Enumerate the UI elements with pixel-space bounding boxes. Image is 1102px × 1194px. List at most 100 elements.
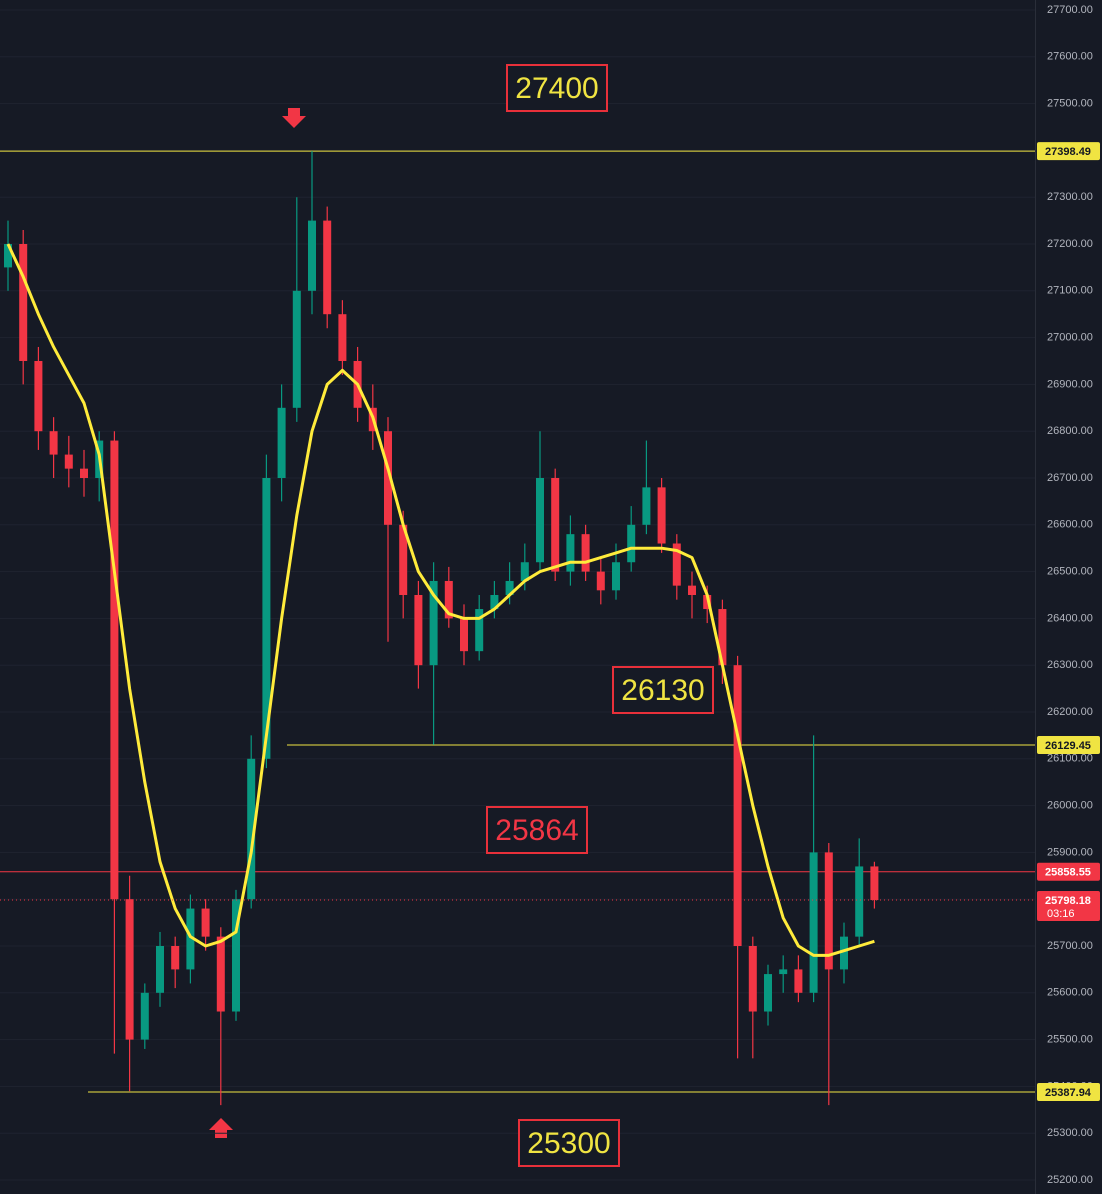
annotation-text: 25864 <box>495 814 578 847</box>
down-arrow <box>282 108 306 128</box>
candle-body <box>460 618 468 652</box>
candle-body <box>384 431 392 525</box>
moving-average <box>6 243 875 957</box>
level-label-box <box>1037 1083 1100 1102</box>
y-tick-label: 26800.00 <box>1047 425 1093 437</box>
candle-body <box>399 524 408 595</box>
candle-body <box>581 534 590 572</box>
candle-body <box>156 946 164 993</box>
y-tick-label: 26400.00 <box>1047 612 1093 624</box>
candle-body <box>566 534 575 572</box>
candle-body <box>596 571 605 591</box>
candle-body <box>186 908 195 970</box>
annotation-text: 25300 <box>527 1127 610 1160</box>
candle-body <box>444 580 453 619</box>
candle-body <box>748 946 757 1012</box>
candle-body <box>323 220 332 315</box>
annotation-box <box>612 666 714 714</box>
candle-body <box>140 992 149 1040</box>
candle-body <box>536 478 544 563</box>
candle-body <box>475 609 484 652</box>
candle-body <box>779 969 788 975</box>
candle-body <box>49 431 58 455</box>
level-label: 25387.94 <box>1045 1087 1092 1099</box>
candle-body <box>110 440 119 900</box>
y-tick-label: 27700.00 <box>1047 4 1093 16</box>
candle-body <box>262 478 271 759</box>
candle-body <box>429 580 438 666</box>
candle-body <box>794 969 803 993</box>
annotation-box <box>518 1119 620 1167</box>
candle-body <box>308 220 316 291</box>
candle-body <box>809 852 818 993</box>
candle-body <box>870 866 879 901</box>
candle-body <box>840 936 848 970</box>
y-tick-label: 27300.00 <box>1047 191 1093 203</box>
candle-body <box>764 974 772 1012</box>
y-tick-label: 26100.00 <box>1047 753 1093 765</box>
y-tick-label: 25900.00 <box>1047 846 1093 858</box>
level-label-box <box>1037 736 1100 755</box>
annotation-text: 27400 <box>515 72 598 105</box>
y-tick-label: 26000.00 <box>1047 800 1093 812</box>
level-label: 26129.45 <box>1045 740 1091 752</box>
current-price-label: 25798.18 <box>1045 895 1091 907</box>
candle-body <box>201 908 210 937</box>
y-tick-label: 26500.00 <box>1047 566 1093 578</box>
y-tick-label: 25700.00 <box>1047 940 1093 952</box>
y-tick-label: 25200.00 <box>1047 1174 1093 1186</box>
annotation-text: 26130 <box>621 674 704 707</box>
candle-body <box>414 595 423 666</box>
candle-body <box>80 468 88 478</box>
level-label-box <box>1037 862 1100 881</box>
candle-body <box>612 562 620 591</box>
level-label: 25858.55 <box>1045 867 1091 879</box>
candle-body <box>232 899 240 1012</box>
countdown-label: 03:16 <box>1047 908 1075 920</box>
candle-body <box>64 454 73 469</box>
level-label: 27398.49 <box>1045 146 1091 158</box>
y-tick-label: 26200.00 <box>1047 706 1093 718</box>
y-tick-label: 26900.00 <box>1047 378 1093 390</box>
y-tick-label: 25600.00 <box>1047 987 1093 999</box>
candle-body <box>34 361 43 432</box>
current-price-box <box>1037 891 1100 922</box>
candle-body <box>125 899 134 1040</box>
candle-body <box>171 946 180 970</box>
y-tick-label: 26700.00 <box>1047 472 1093 484</box>
candle-body <box>277 407 286 478</box>
annotation-box <box>506 64 608 112</box>
candle-body <box>855 866 864 937</box>
y-tick-label: 25500.00 <box>1047 1034 1093 1046</box>
candle-body <box>627 524 636 563</box>
y-tick-label: 27100.00 <box>1047 285 1093 297</box>
candle-body <box>216 936 225 1012</box>
candle-body <box>672 543 681 586</box>
candle-body <box>642 487 651 525</box>
candle-body <box>520 562 529 581</box>
candle-body <box>688 585 696 595</box>
candle-body <box>718 609 727 666</box>
annotation-box <box>486 806 588 854</box>
y-tick-label: 26300.00 <box>1047 659 1093 671</box>
y-tick-label: 25300.00 <box>1047 1127 1093 1139</box>
candle-body <box>824 852 833 970</box>
candle-body <box>247 758 256 900</box>
candle-body <box>19 244 28 361</box>
candle-body <box>490 595 499 610</box>
candle-body <box>292 290 301 408</box>
y-tick-label: 27200.00 <box>1047 238 1093 250</box>
level-label-box <box>1037 142 1100 161</box>
candle-body <box>505 580 514 595</box>
candle-body <box>733 665 742 946</box>
y-tick-label: 27000.00 <box>1047 332 1093 344</box>
candle-body <box>657 487 666 544</box>
candle-body <box>338 314 347 361</box>
candle-body <box>551 478 560 572</box>
y-tick-label: 27500.00 <box>1047 98 1093 110</box>
y-tick-label: 27600.00 <box>1047 51 1093 63</box>
candle-body <box>4 244 12 268</box>
y-tick-label: 26600.00 <box>1047 519 1093 531</box>
